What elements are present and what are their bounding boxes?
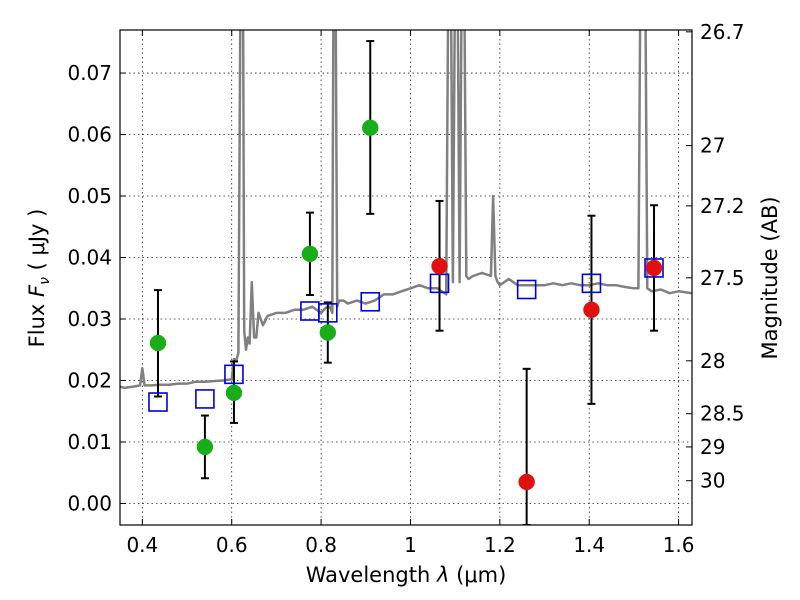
x-tick-label: 0.4 <box>126 533 158 557</box>
mag-tick-label: 28.5 <box>700 402 745 426</box>
model-point <box>360 291 381 312</box>
y-axis-label: Flux Fν ( μJy ) <box>25 209 53 348</box>
model-point <box>195 389 215 409</box>
sed-spectrum-group <box>120 30 692 390</box>
model-point <box>581 273 602 294</box>
green-data-point <box>225 384 243 402</box>
red-data-point <box>431 257 448 275</box>
red-data-point <box>645 259 663 277</box>
mag-tick-label: 30 <box>700 469 725 493</box>
green-data-point <box>301 245 319 263</box>
x-tick-label: 1.4 <box>573 533 605 557</box>
mag-tick-label: 26.7 <box>700 20 745 44</box>
y-tick-label: 0.07 <box>67 61 112 85</box>
y-tick-label: 0.05 <box>67 184 112 208</box>
x-tick-label: 0.8 <box>305 533 337 557</box>
x-tick-label: 1 <box>404 533 417 557</box>
model-point <box>148 392 168 412</box>
photometry-points-group <box>149 119 663 491</box>
y-tick-label: 0.03 <box>67 307 112 331</box>
y-tick-label: 0.00 <box>67 491 112 515</box>
green-data-point <box>149 334 167 352</box>
x-axis-label: Wavelength λ (μm) <box>306 563 507 587</box>
x-tick-label: 0.6 <box>216 533 248 557</box>
y2-axis-label: Magnitude (AB) <box>758 196 782 359</box>
mag-tick-label: 27.2 <box>700 194 745 218</box>
red-data-point <box>583 301 600 319</box>
green-data-point <box>196 438 214 456</box>
mag-tick-label: 27 <box>700 134 725 158</box>
y-tick-label: 0.01 <box>67 430 112 454</box>
green-data-point <box>319 324 337 341</box>
model-points-group <box>148 258 664 412</box>
x-tick-label: 1.2 <box>484 533 516 557</box>
mag-tick-label: 27.5 <box>700 266 745 290</box>
mag-tick-label: 29 <box>700 435 725 459</box>
model-point <box>644 258 664 278</box>
model-point <box>516 279 537 300</box>
y-tick-label: 0.04 <box>67 246 112 270</box>
sed-spectrum-line <box>120 30 692 390</box>
ticks-group: 0.4 0.6 0.8 1 1.2 1.4 1.6 0.00 0.01 0.02 0.03 0.04 0… <box>67 20 744 557</box>
red-data-point <box>518 473 535 491</box>
x-tick-label: 1.6 <box>663 533 695 557</box>
y-tick-label: 0.06 <box>67 123 112 147</box>
model-point <box>224 364 244 385</box>
mag-tick-label: 28 <box>700 349 725 373</box>
model-point <box>317 303 338 323</box>
y-tick-label: 0.02 <box>67 368 112 392</box>
green-data-point <box>362 119 379 137</box>
